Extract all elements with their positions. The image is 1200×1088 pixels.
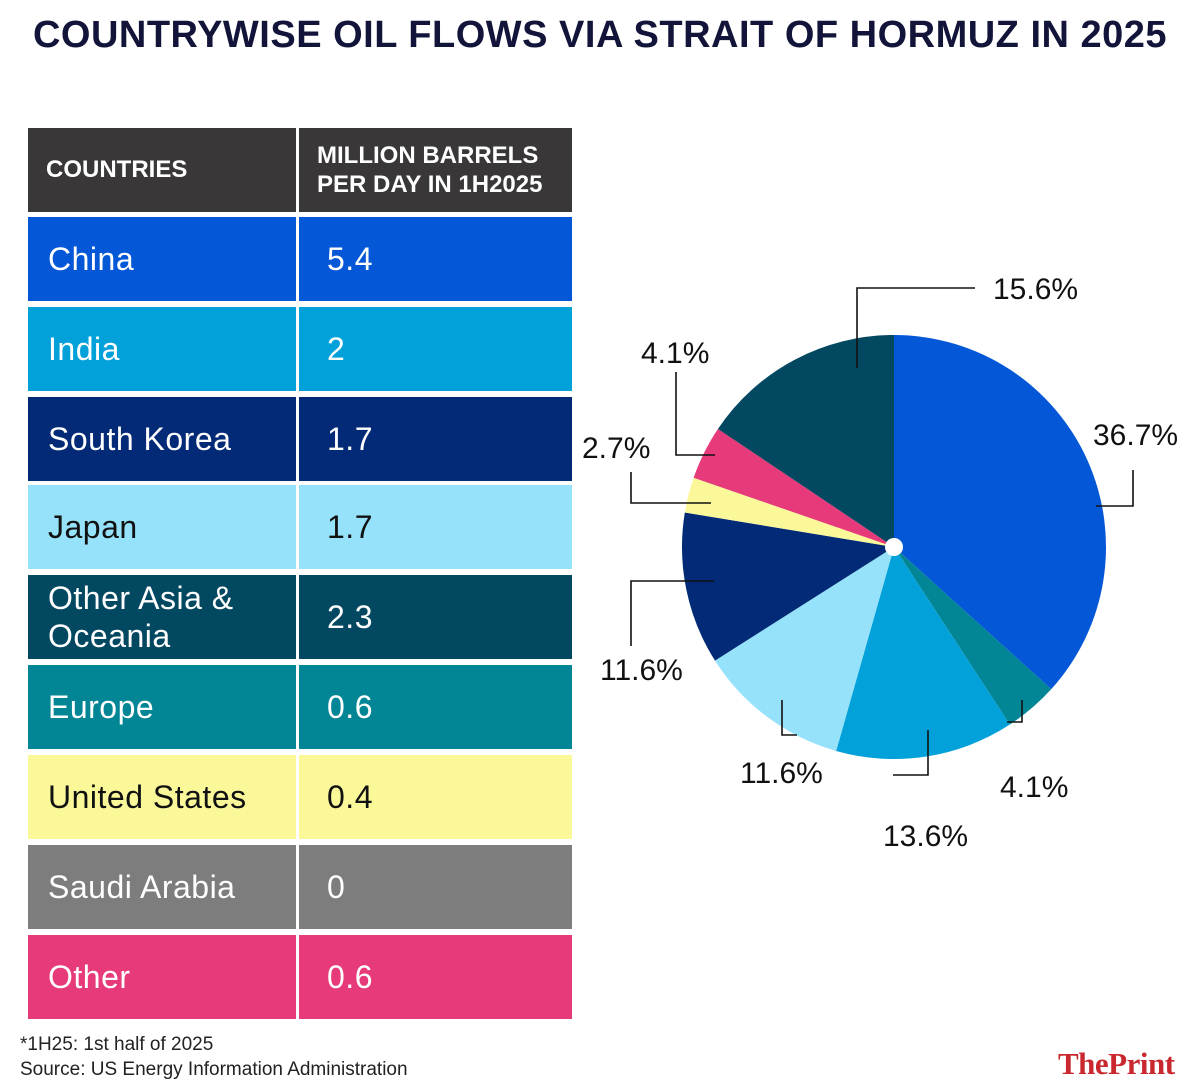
row-country-name: India [28, 307, 296, 391]
chart-title: COUNTRYWISE OIL FLOWS VIA STRAIT OF HORM… [32, 14, 1168, 56]
table-row: United States 0.4 [28, 755, 572, 839]
table-row: India 2 [28, 307, 572, 391]
leader-line [675, 372, 715, 456]
row-country-name: Other [28, 935, 296, 1019]
row-country-name: China [28, 217, 296, 301]
pie-slice [684, 477, 894, 547]
slice-label: 11.6% [600, 654, 683, 687]
table-row: China 5.4 [28, 217, 572, 301]
row-value: 0.6 [299, 665, 572, 749]
leader-line [893, 730, 929, 776]
slice-label: 13.6% [883, 820, 968, 853]
row-value: 1.7 [299, 485, 572, 569]
leader-line [630, 580, 714, 646]
leader-line [1007, 700, 1023, 723]
pie-slice [717, 335, 894, 547]
leader-line [1096, 470, 1134, 507]
row-value: 0 [299, 845, 572, 929]
pie-slice [715, 547, 894, 751]
row-country-name: South Korea [28, 397, 296, 481]
row-value: 5.4 [299, 217, 572, 301]
slice-label: 2.7% [582, 432, 650, 465]
pie-slice [682, 512, 894, 661]
table-row: Saudi Arabia 0 [28, 845, 572, 929]
row-country-name-line2: Oceania [48, 618, 171, 654]
header-value: MILLION BARRELS PER DAY IN 1H2025 [299, 128, 572, 212]
table-row: Other Asia & Oceania 2.3 [28, 575, 572, 659]
row-value: 2 [299, 307, 572, 391]
header-value-line1: MILLION BARRELS [317, 142, 539, 169]
leader-line [781, 700, 797, 736]
leader-line [856, 287, 975, 368]
slice-label: 4.1% [641, 337, 709, 370]
header-countries: COUNTRIES [28, 128, 296, 212]
row-value: 0.4 [299, 755, 572, 839]
table-row: South Korea 1.7 [28, 397, 572, 481]
slice-label: 11.6% [740, 757, 823, 790]
row-value: 2.3 [299, 575, 572, 659]
table-header: COUNTRIES MILLION BARRELS PER DAY IN 1H2… [28, 128, 572, 212]
source-note: Source: US Energy Information Administra… [20, 1059, 408, 1080]
row-country-name: Other Asia & Oceania [28, 575, 296, 659]
footnote: *1H25: 1st half of 2025 [20, 1034, 214, 1055]
brand-logo: ThePrint [1058, 1046, 1175, 1081]
row-country-name-line1: Other Asia & [48, 580, 234, 616]
leader-line [630, 472, 711, 504]
row-country-name: Japan [28, 485, 296, 569]
pie-slice [894, 335, 1107, 690]
pie-center-dot [885, 538, 903, 556]
pie-slice [894, 547, 1052, 725]
row-country-name: Saudi Arabia [28, 845, 296, 929]
slice-label: 4.1% [1000, 771, 1068, 804]
slice-label: 15.6% [993, 273, 1078, 306]
pie-slice [836, 547, 1010, 760]
pie-slice [693, 428, 894, 547]
table-row: Europe 0.6 [28, 665, 572, 749]
table-row: Other 0.6 [28, 935, 572, 1019]
table-row: Japan 1.7 [28, 485, 572, 569]
row-value: 1.7 [299, 397, 572, 481]
header-value-line2: PER DAY IN 1H2025 [317, 171, 543, 198]
row-country-name: United States [28, 755, 296, 839]
row-country-name: Europe [28, 665, 296, 749]
row-value: 0.6 [299, 935, 572, 1019]
slice-label: 36.7% [1093, 419, 1178, 452]
